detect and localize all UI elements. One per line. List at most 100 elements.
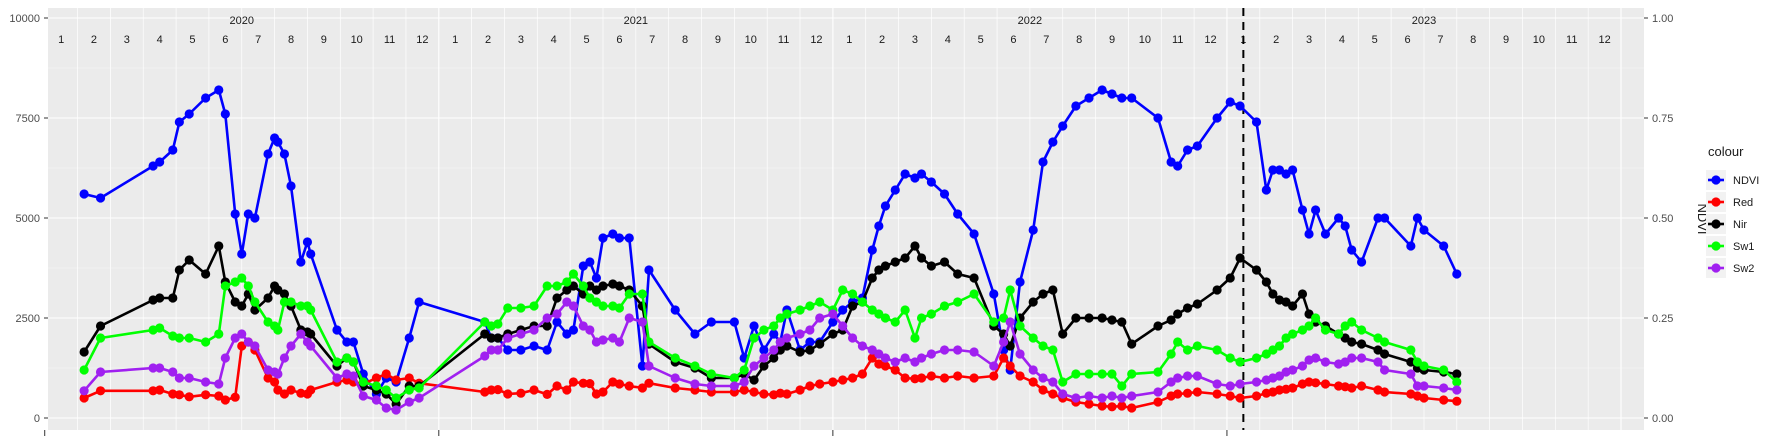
data-point-nir bbox=[542, 321, 552, 331]
plot-background bbox=[48, 8, 1644, 430]
data-point-sw1 bbox=[493, 319, 503, 329]
x-axis bbox=[44, 430, 1228, 436]
data-point-nir bbox=[916, 253, 927, 263]
data-point-red bbox=[670, 383, 680, 393]
data-point-nir bbox=[598, 281, 608, 291]
data-point-sw1 bbox=[243, 281, 253, 291]
data-point-sw1 bbox=[220, 281, 230, 291]
data-point-sw2 bbox=[614, 337, 625, 347]
data-point-nir bbox=[552, 293, 562, 303]
data-point-red bbox=[1097, 401, 1107, 411]
data-point-sw1 bbox=[296, 301, 306, 311]
data-point-nir bbox=[926, 261, 936, 271]
data-point-sw1 bbox=[516, 303, 526, 313]
data-point-sw1 bbox=[989, 317, 999, 327]
data-point-sw2 bbox=[729, 381, 739, 391]
data-point-sw1 bbox=[286, 297, 296, 307]
data-point-ndvi bbox=[1304, 229, 1314, 239]
data-point-nir bbox=[910, 241, 920, 251]
right-tick-label: 0.75 bbox=[1652, 113, 1673, 125]
month-label: 8 bbox=[1076, 34, 1082, 46]
legend-label: Nir bbox=[1733, 219, 1747, 231]
data-point-sw1 bbox=[953, 297, 963, 307]
data-point-ndvi bbox=[1235, 101, 1245, 111]
data-point-nir bbox=[847, 301, 858, 311]
data-point-nir bbox=[1192, 299, 1202, 309]
month-label: 8 bbox=[1470, 34, 1476, 46]
month-label: 4 bbox=[1339, 34, 1345, 46]
data-point-sw1 bbox=[670, 353, 680, 363]
data-point-red bbox=[1153, 397, 1163, 407]
data-point-sw2 bbox=[1251, 377, 1262, 387]
data-point-sw1 bbox=[1304, 321, 1314, 331]
left-tick-label: 5000 bbox=[16, 213, 40, 225]
data-point-nir bbox=[493, 333, 503, 343]
month-label: 5 bbox=[978, 34, 984, 46]
data-point-sw2 bbox=[1058, 389, 1068, 399]
data-point-nir bbox=[184, 255, 194, 265]
data-point-ndvi bbox=[503, 345, 513, 355]
data-point-sw2 bbox=[174, 373, 184, 383]
data-point-nir bbox=[214, 241, 224, 251]
data-point-ndvi bbox=[1097, 85, 1107, 95]
data-point-nir bbox=[828, 329, 838, 339]
month-label: 6 bbox=[1010, 34, 1016, 46]
data-point-sw1 bbox=[552, 281, 562, 291]
data-point-nir bbox=[805, 345, 815, 355]
data-point-sw2 bbox=[670, 373, 680, 383]
data-point-sw1 bbox=[1452, 377, 1462, 387]
data-point-sw1 bbox=[174, 333, 184, 343]
data-point-nir bbox=[263, 293, 273, 303]
month-label: 2 bbox=[1273, 34, 1279, 46]
data-point-ndvi bbox=[880, 201, 891, 211]
data-point-sw1 bbox=[900, 305, 910, 315]
legend-item-sw1: Sw1 bbox=[1706, 236, 1754, 256]
data-point-red bbox=[614, 379, 625, 389]
month-label: 10 bbox=[1139, 34, 1151, 46]
data-point-sw2 bbox=[1288, 365, 1298, 375]
data-point-red bbox=[782, 389, 792, 399]
data-point-ndvi bbox=[273, 137, 283, 147]
data-point-sw2 bbox=[542, 313, 552, 323]
month-label: 4 bbox=[157, 34, 163, 46]
data-point-sw1 bbox=[759, 325, 769, 335]
data-point-sw2 bbox=[1406, 369, 1416, 379]
data-point-ndvi bbox=[1347, 245, 1357, 255]
data-point-sw1 bbox=[279, 297, 290, 307]
month-label: 5 bbox=[1372, 34, 1378, 46]
data-point-red bbox=[880, 361, 891, 371]
month-label: 8 bbox=[682, 34, 688, 46]
data-point-ndvi bbox=[214, 85, 224, 95]
year-label: 2023 bbox=[1412, 15, 1436, 27]
data-point-nir bbox=[890, 257, 900, 267]
data-point-ndvi bbox=[1173, 161, 1183, 171]
data-point-red bbox=[847, 373, 858, 383]
data-point-sw2 bbox=[598, 335, 608, 345]
data-point-sw1 bbox=[926, 309, 936, 319]
data-point-sw1 bbox=[1005, 285, 1015, 295]
data-point-nir bbox=[1347, 337, 1357, 347]
data-point-red bbox=[155, 385, 165, 395]
data-point-nir bbox=[759, 361, 769, 371]
data-point-sw2 bbox=[637, 317, 647, 327]
data-point-nir bbox=[769, 353, 779, 363]
data-point-red bbox=[1005, 361, 1015, 371]
data-point-ndvi bbox=[237, 249, 247, 259]
data-point-sw2 bbox=[516, 329, 526, 339]
data-point-ndvi bbox=[828, 317, 838, 327]
data-point-sw2 bbox=[250, 341, 260, 351]
data-point-red bbox=[1320, 379, 1331, 389]
data-point-sw1 bbox=[273, 325, 283, 335]
data-point-sw2 bbox=[1107, 391, 1117, 401]
right-tick-label: 0.25 bbox=[1652, 313, 1673, 325]
data-point-sw1 bbox=[739, 365, 749, 375]
data-point-sw2 bbox=[79, 386, 89, 396]
data-point-ndvi bbox=[1356, 257, 1367, 267]
data-point-ndvi bbox=[174, 117, 184, 127]
data-point-nir bbox=[279, 289, 290, 299]
data-point-ndvi bbox=[79, 189, 89, 199]
data-point-nir bbox=[880, 261, 891, 271]
data-point-sw2 bbox=[1153, 387, 1163, 397]
data-point-sw2 bbox=[220, 353, 230, 363]
